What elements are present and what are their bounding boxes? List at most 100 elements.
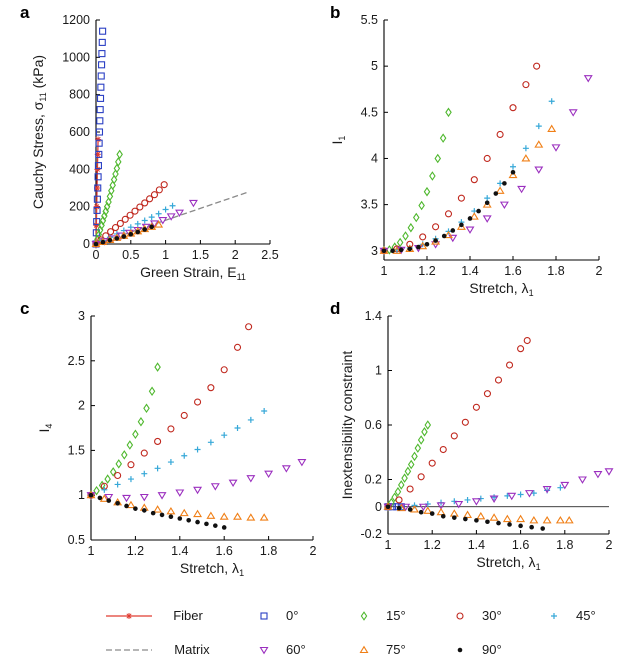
series-a60: [383, 468, 614, 512]
y-tick-label: 3: [371, 244, 378, 258]
data-point: [148, 214, 155, 221]
data-point: [154, 465, 161, 472]
x-tick-label: 1.5: [192, 248, 209, 262]
legend-label: Matrix: [174, 642, 210, 657]
data-point: [448, 234, 458, 243]
x-axis-label-d: Stretch, λ1: [476, 554, 540, 572]
data-point: [407, 507, 413, 512]
x-tick-label: 1: [88, 544, 95, 558]
legend-label: Fiber: [173, 608, 203, 623]
y-tick-label: 600: [69, 125, 90, 139]
data-point: [98, 61, 106, 69]
data-point: [489, 513, 499, 521]
y-tick-label: 400: [69, 162, 90, 176]
series-a30: [384, 336, 531, 511]
data-point: [150, 191, 159, 199]
data-point: [401, 473, 408, 483]
y-tick-label: 4: [371, 151, 378, 165]
x-tick-label: 1.4: [468, 538, 485, 552]
data-point: [450, 432, 458, 440]
series-a15: [380, 107, 452, 256]
series-a90: [385, 504, 545, 531]
data-point: [194, 446, 201, 453]
data-point: [166, 506, 176, 515]
data-point: [424, 420, 432, 430]
legend-item-a15: 15°: [360, 608, 406, 623]
data-point: [213, 523, 218, 528]
data-point: [107, 228, 115, 236]
data-point: [111, 224, 120, 232]
legend-label: 30°: [482, 608, 502, 623]
series-a15: [384, 420, 432, 512]
data-point: [167, 459, 174, 466]
data-point: [157, 492, 167, 500]
data-point: [529, 516, 539, 524]
x-tick-label: 0.5: [122, 248, 139, 262]
data-point: [411, 451, 418, 462]
data-point: [583, 75, 593, 83]
legend-item-a60: 60°: [259, 642, 306, 657]
data-point: [93, 203, 100, 210]
data-point: [160, 181, 168, 189]
data-point: [557, 484, 564, 491]
data-point: [555, 516, 565, 524]
data-point: [444, 230, 453, 239]
data-point: [385, 504, 391, 510]
data-point: [469, 212, 479, 220]
data-point: [175, 209, 184, 218]
data-point: [93, 195, 101, 203]
data-point: [396, 237, 404, 248]
data-point: [116, 149, 123, 160]
data-point: [485, 519, 490, 525]
legend-label: 60°: [286, 642, 306, 657]
data-point: [470, 176, 478, 184]
data-point: [107, 237, 113, 243]
data-point: [542, 485, 552, 494]
data-point: [433, 238, 438, 243]
data-point: [547, 124, 557, 132]
data-point: [98, 50, 106, 58]
data-point: [261, 407, 268, 414]
data-point: [509, 104, 517, 112]
data-point: [402, 231, 409, 241]
y-axis-label-d: Inextensibility constraint: [339, 351, 355, 500]
data-point: [97, 72, 105, 80]
series-a90: [381, 170, 516, 254]
y-tick-label: 3.5: [361, 198, 378, 212]
data-point: [522, 145, 529, 152]
data-point: [88, 492, 94, 498]
x-tick-label: 1.8: [260, 544, 277, 558]
data-point: [128, 231, 134, 237]
data-point: [457, 194, 465, 202]
y-tick-label: 1.5: [68, 443, 85, 457]
data-point: [496, 520, 501, 526]
data-point: [112, 169, 119, 179]
x-tick-label: 1.4: [461, 264, 478, 278]
x-tick-label: 1.2: [418, 264, 435, 278]
data-point: [540, 526, 545, 531]
data-point: [521, 154, 531, 162]
data-point: [150, 510, 156, 516]
data-point: [195, 519, 200, 525]
data-point: [568, 109, 578, 117]
y-tick-label: 2: [78, 399, 85, 413]
data-point: [96, 94, 105, 102]
legend-marker: [126, 613, 132, 619]
data-point: [464, 496, 471, 503]
data-point: [517, 185, 527, 194]
data-point: [94, 166, 101, 173]
data-point: [418, 503, 428, 512]
y-axis-label-a: Cauchy Stress, σ11 (kPa): [30, 55, 48, 209]
data-point: [124, 503, 129, 509]
y-tick-label: 5: [371, 59, 378, 73]
data-point: [517, 345, 525, 353]
y-tick-label: 1000: [62, 50, 90, 64]
series-a45: [385, 484, 564, 510]
data-point: [410, 505, 419, 513]
data-point: [516, 514, 526, 523]
data-point: [153, 505, 163, 513]
data-point: [436, 502, 446, 510]
legend-item-a75: 75°: [359, 642, 406, 657]
data-point: [534, 166, 544, 174]
panel-b: b 1 1.2 1.4 1.6 1.8 2 3 3.5 4 4.5 5 5.5 Stretch, λ1 I1: [329, 3, 603, 298]
